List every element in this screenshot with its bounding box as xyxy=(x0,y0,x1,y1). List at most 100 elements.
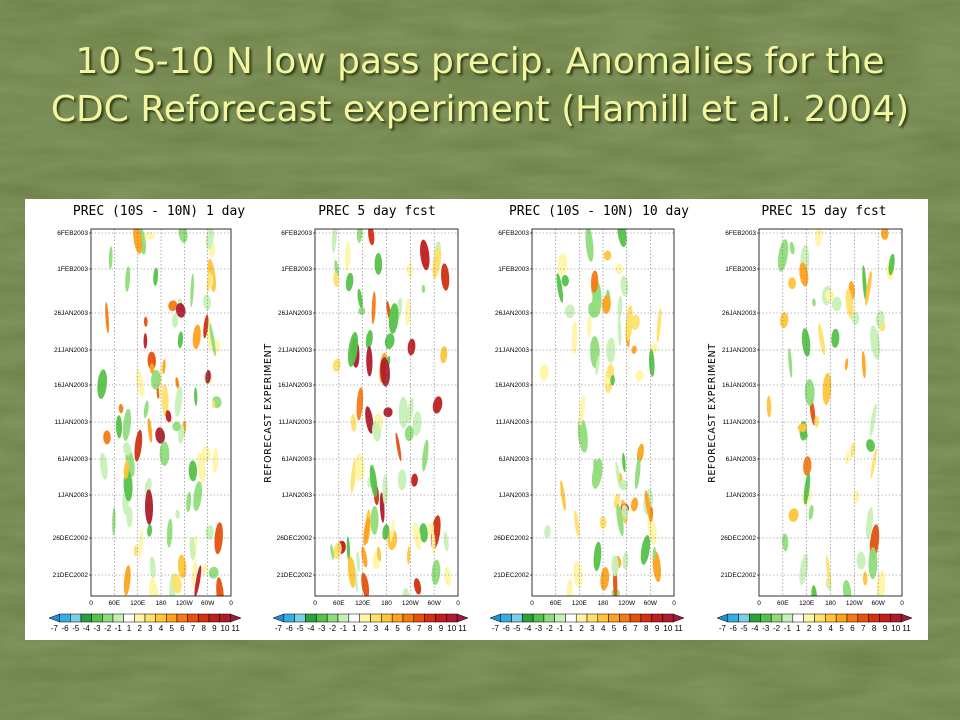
colorbar-label: -2 xyxy=(104,624,112,633)
colorbar-label: 6 xyxy=(850,624,855,633)
x-tick-label: 60W xyxy=(644,600,658,607)
colorbar-label: 5 xyxy=(612,624,617,633)
colorbar-swatch xyxy=(608,613,620,623)
colorbar-label: 8 xyxy=(872,624,877,633)
colorbar-swatch xyxy=(359,613,371,623)
colorbar-label: 10 xyxy=(891,624,900,633)
figure-panel: PREC (10S - 10N) 1 day 6FEB2003 1FEB2003 26… xyxy=(25,199,928,640)
colorbar-label: 7 xyxy=(861,624,866,633)
colorbar-label: 8 xyxy=(644,624,649,633)
colorbar-swatch xyxy=(294,613,306,623)
colorbar-label: 10 xyxy=(221,624,230,633)
x-tick-label: 60W xyxy=(871,600,885,607)
y-tick-label: 1JAN2003 xyxy=(58,492,89,499)
colorbar-swatch xyxy=(803,613,815,623)
y-tick-label: 26JAN2003 xyxy=(54,310,88,317)
colorbar-label: 5 xyxy=(839,624,844,633)
colorbar-label: 1 xyxy=(796,624,801,633)
colorbar-swatch xyxy=(402,613,415,623)
colorbar-label: 7 xyxy=(417,624,422,633)
colorbar-swatch xyxy=(619,613,631,623)
x-tick-label: 120W xyxy=(618,600,636,607)
colorbar-swatch xyxy=(413,613,425,623)
plot-frame xyxy=(758,228,903,597)
colorbar-label: 2 xyxy=(137,624,142,633)
colorbar-swatch xyxy=(187,613,199,623)
chart-title: PREC 5 day fcst xyxy=(318,204,435,219)
y-tick-label: 11JAN2003 xyxy=(496,419,530,426)
anomaly-field xyxy=(539,229,662,596)
colorbar-swatch xyxy=(48,613,60,623)
colorbar-swatch xyxy=(208,613,220,623)
x-tick-label: 60W xyxy=(201,600,215,607)
anomaly-field xyxy=(766,229,895,596)
x-tick-label: 120E xyxy=(355,600,371,607)
colorbar-swatch xyxy=(629,613,642,623)
colorbar-label: -1 xyxy=(556,624,564,633)
colorbar-label: 3 xyxy=(148,624,153,633)
y-tick-label: 1FEB2003 xyxy=(57,266,88,273)
colorbar-swatch xyxy=(770,613,783,623)
x-tick-label: 180 xyxy=(156,600,167,607)
y-tick-label: 11JAN2003 xyxy=(55,419,89,426)
colorbar-swatch xyxy=(511,613,523,623)
chart-title: PREC (10S - 10N) 10 day xyxy=(509,204,689,219)
colorbar-swatch xyxy=(890,613,902,623)
colorbar-label: 4 xyxy=(159,624,164,633)
plot-frame xyxy=(314,228,459,597)
colorbar-label: 7 xyxy=(633,624,638,633)
anomaly-field xyxy=(330,229,452,596)
y-tick-label: 21DEC2002 xyxy=(277,572,313,579)
colorbar-label: 11 xyxy=(458,624,467,633)
colorbar-label: -5 xyxy=(513,624,521,633)
y-tick-label: 26DEC2002 xyxy=(494,535,530,542)
colorbar-swatch xyxy=(337,613,350,623)
colorbar-swatch xyxy=(500,613,512,623)
colorbar-swatch xyxy=(575,613,588,623)
colorbar-label: 2 xyxy=(807,624,812,633)
colorbar-label: 9 xyxy=(655,624,660,633)
colorbar-swatch xyxy=(489,613,502,623)
colorbar-swatch xyxy=(391,613,404,623)
x-tick-label: 120E xyxy=(799,600,815,607)
colorbar-swatch xyxy=(102,613,114,623)
colorbar-label: -3 xyxy=(762,624,770,633)
colorbar-label: -7 xyxy=(51,624,59,633)
x-tick-label: 0 xyxy=(313,600,317,607)
x-tick-label: 60E xyxy=(777,600,789,607)
y-tick-label: 26JAN2003 xyxy=(722,310,756,317)
colorbar-label: -5 xyxy=(741,624,749,633)
colorbar-label: 3 xyxy=(374,624,379,633)
colorbar-label: 5 xyxy=(395,624,400,633)
x-tick-label: 60E xyxy=(333,600,345,607)
colorbar-label: -4 xyxy=(83,624,91,633)
y-tick-label: 6FEB2003 xyxy=(725,230,756,237)
colorbar-label: 8 xyxy=(201,624,206,633)
colorbar-label: 4 xyxy=(385,624,390,633)
colorbar-label: 9 xyxy=(212,624,217,633)
colorbar-label: 11 xyxy=(674,624,683,633)
colorbar-label: 6 xyxy=(180,624,185,633)
chart-panel-3: PREC (10S - 10N) 10 day 6FEB2003 1FEB2003 2… xyxy=(489,204,689,633)
colorbar-swatch xyxy=(672,613,685,623)
y-axis-label: REFORECAST EXPERIMENT xyxy=(707,343,718,483)
colorbar-label: -5 xyxy=(297,624,305,633)
x-tick-label: 60E xyxy=(550,600,562,607)
colorbar-swatch xyxy=(219,613,231,623)
chart-title: PREC 15 day fcst xyxy=(761,204,886,219)
colorbar-swatch xyxy=(738,613,750,623)
colorbar: -7 -6 -5 -4 -3 -2 -1 1 2 3 4 5 6 7 8 9 10 11 xyxy=(48,613,242,633)
colorbar-swatch xyxy=(662,613,674,623)
y-tick-label: 1JAN2003 xyxy=(282,492,313,499)
x-tick-label: 180 xyxy=(381,600,392,607)
colorbar-label: 10 xyxy=(447,624,456,633)
colorbar-label: 9 xyxy=(883,624,888,633)
colorbar-swatch xyxy=(348,613,360,623)
colorbar-swatch xyxy=(134,613,146,623)
y-tick-label: 26JAN2003 xyxy=(278,310,312,317)
y-tick-label: 26DEC2002 xyxy=(277,535,313,542)
colorbar-label: 8 xyxy=(428,624,433,633)
colorbar-label: -7 xyxy=(719,624,727,633)
colorbar-swatch xyxy=(651,613,663,623)
x-tick-label: 0 xyxy=(456,600,460,607)
